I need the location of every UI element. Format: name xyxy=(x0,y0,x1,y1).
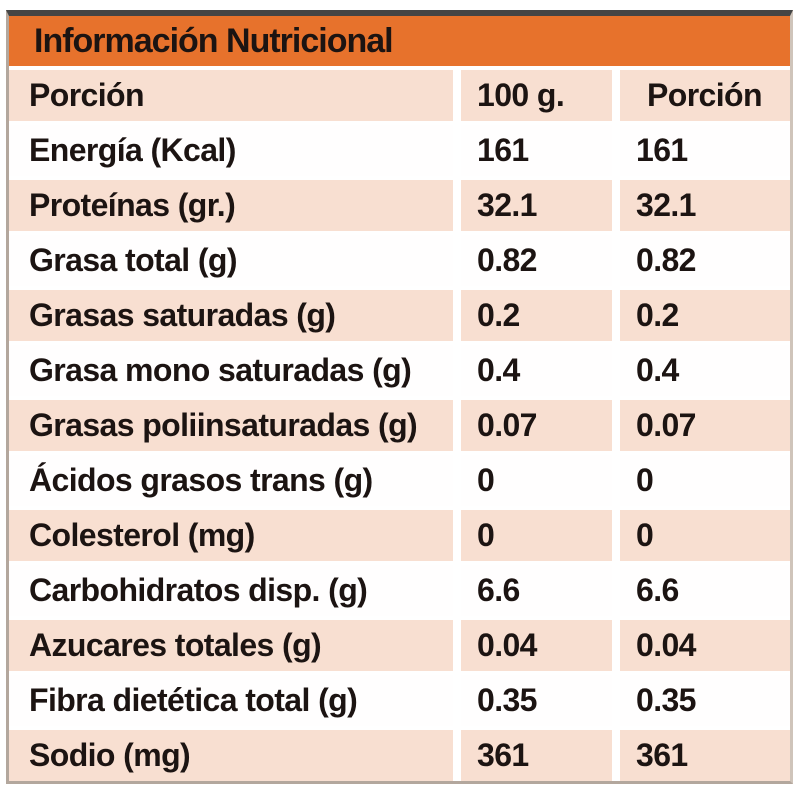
nutrient-name-cell: Grasas poliinsaturadas (g) xyxy=(9,400,453,451)
table-row-grasas-poliinsaturadas: Grasas poliinsaturadas (g) 0.07 0.07 xyxy=(9,400,790,451)
column-header-portion: Porción xyxy=(620,70,790,121)
per-portion-cell: 0.35 xyxy=(620,675,790,726)
per-portion-cell: 0 xyxy=(620,510,790,561)
per-100g-cell: 6.6 xyxy=(461,565,612,616)
table-row-fibra: Fibra dietética total (g) 0.35 0.35 xyxy=(9,675,790,726)
per-portion-cell: 0.4 xyxy=(620,345,790,396)
per-100g-cell: 32.1 xyxy=(461,180,612,231)
nutrient-name-cell: Grasa mono saturadas (g) xyxy=(9,345,453,396)
table-row-energia: Energía (Kcal) 161 161 xyxy=(9,125,790,176)
per-portion-cell: 161 xyxy=(620,125,790,176)
per-100g-cell: 0.82 xyxy=(461,235,612,286)
table-row-grasas-saturadas: Grasas saturadas (g) 0.2 0.2 xyxy=(9,290,790,341)
column-header-100g: 100 g. xyxy=(461,70,612,121)
per-100g-cell: 0.04 xyxy=(461,620,612,671)
table-row-grasa-total: Grasa total (g) 0.82 0.82 xyxy=(9,235,790,286)
per-100g-cell: 0.35 xyxy=(461,675,612,726)
nutrient-name-cell: Colesterol (mg) xyxy=(9,510,453,561)
per-portion-cell: 0.07 xyxy=(620,400,790,451)
column-header-row: Porción 100 g. Porción xyxy=(9,70,790,121)
table-row-proteinas: Proteínas (gr.) 32.1 32.1 xyxy=(9,180,790,231)
nutrient-name-cell: Grasas saturadas (g) xyxy=(9,290,453,341)
table-row-acidos-trans: Ácidos grasos trans (g) 0 0 xyxy=(9,455,790,506)
per-portion-cell: 0.04 xyxy=(620,620,790,671)
table-row-sodio: Sodio (mg) 361 361 xyxy=(9,730,790,781)
per-portion-cell: 6.6 xyxy=(620,565,790,616)
per-portion-cell: 0.2 xyxy=(620,290,790,341)
table-title: Información Nutricional xyxy=(9,16,790,66)
per-portion-cell: 0 xyxy=(620,455,790,506)
nutrient-name-cell: Proteínas (gr.) xyxy=(9,180,453,231)
per-portion-cell: 361 xyxy=(620,730,790,781)
table-row-azucares: Azucares totales (g) 0.04 0.04 xyxy=(9,620,790,671)
per-100g-cell: 0.4 xyxy=(461,345,612,396)
nutrient-name-cell: Azucares totales (g) xyxy=(9,620,453,671)
nutrient-name-cell: Ácidos grasos trans (g) xyxy=(9,455,453,506)
table-row-carbohidratos: Carbohidratos disp. (g) 6.6 6.6 xyxy=(9,565,790,616)
nutrient-name-cell: Fibra dietética total (g) xyxy=(9,675,453,726)
per-100g-cell: 361 xyxy=(461,730,612,781)
column-header-nutrient: Porción xyxy=(9,70,453,121)
per-100g-cell: 0.2 xyxy=(461,290,612,341)
table-body: Porción 100 g. Porción Energía (Kcal) 16… xyxy=(9,66,790,781)
per-portion-cell: 32.1 xyxy=(620,180,790,231)
per-100g-cell: 0 xyxy=(461,455,612,506)
nutrient-name-cell: Sodio (mg) xyxy=(9,730,453,781)
per-100g-cell: 0 xyxy=(461,510,612,561)
table-row-colesterol: Colesterol (mg) 0 0 xyxy=(9,510,790,561)
per-portion-cell: 0.82 xyxy=(620,235,790,286)
nutrient-name-cell: Grasa total (g) xyxy=(9,235,453,286)
per-100g-cell: 0.07 xyxy=(461,400,612,451)
nutrition-facts-table: Información Nutricional Porción 100 g. P… xyxy=(6,10,793,784)
table-row-grasa-monosaturadas: Grasa mono saturadas (g) 0.4 0.4 xyxy=(9,345,790,396)
nutrient-name-cell: Energía (Kcal) xyxy=(9,125,453,176)
nutrient-name-cell: Carbohidratos disp. (g) xyxy=(9,565,453,616)
per-100g-cell: 161 xyxy=(461,125,612,176)
